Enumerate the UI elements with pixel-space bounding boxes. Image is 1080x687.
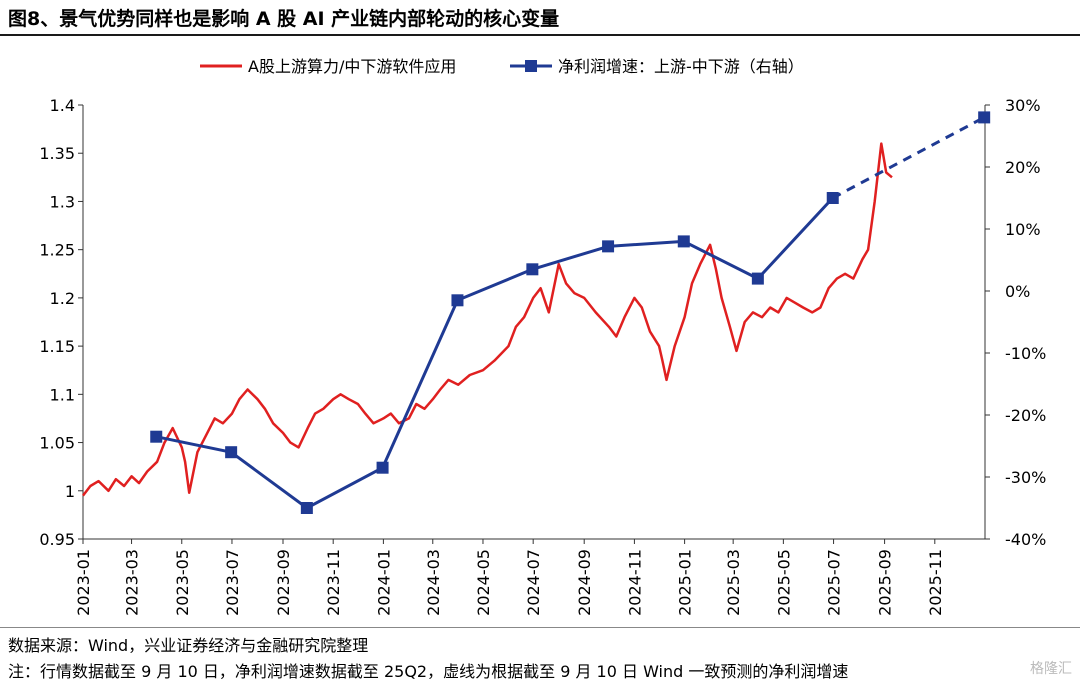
left-tick-label: 1.3 (50, 192, 75, 211)
chart: 0.95 1 1.05 1.1 1.15 1.2 1.25 1.3 1.35 1.4 -40% -30… (39, 57, 1046, 616)
x-tick-label: 2023-09 (274, 549, 293, 616)
right-tick-label: 10% (1005, 220, 1041, 239)
series-marker-blue (451, 294, 464, 307)
series-marker-blue (376, 461, 389, 474)
x-tick-label: 2023-11 (324, 549, 343, 616)
right-tick-label: 20% (1005, 158, 1041, 177)
series-marker-blue (225, 446, 238, 459)
x-tick-label: 2024-03 (424, 549, 443, 616)
series-marker-blue (150, 430, 163, 443)
series-marker-blue (826, 192, 839, 204)
x-tick-label: 2023-01 (74, 549, 93, 616)
left-tick-label: 0.95 (39, 530, 75, 549)
legend-marker-blue (525, 60, 537, 72)
series-marker-blue (751, 272, 764, 285)
left-tick-label: 1.25 (39, 241, 75, 260)
x-tick-label: 2025-09 (876, 549, 895, 616)
series-marker-blue (602, 240, 615, 253)
x-tick-label: 2025-01 (676, 549, 695, 616)
right-tick-label: -30% (1005, 468, 1046, 487)
left-tick-label: 1.15 (39, 337, 75, 356)
series-marker-blue (526, 263, 539, 276)
series-marker-blue-forecast (978, 111, 991, 124)
left-tick-label: 1.05 (39, 434, 75, 453)
x-tick-label: 2025-03 (724, 549, 743, 616)
x-tick-label: 2025-11 (926, 549, 945, 616)
series-marker-blue (677, 235, 690, 248)
title-divider (0, 34, 1080, 36)
right-tick-label: -10% (1005, 344, 1046, 363)
right-tick-label: -20% (1005, 406, 1046, 425)
footer-divider (0, 627, 1080, 628)
x-tick-label: 2025-05 (774, 549, 793, 616)
x-tick-label: 2024-05 (474, 549, 493, 616)
x-tick-label: 2025-07 (825, 549, 844, 616)
left-tick-label: 1 (65, 482, 75, 501)
x-tick-label: 2023-03 (123, 549, 142, 616)
series-line-red (82, 142, 893, 497)
left-tick-label: 1.1 (50, 385, 75, 404)
x-tick-label: 2024-01 (374, 549, 393, 616)
left-tick-label: 1.35 (39, 144, 75, 163)
x-tick-label: 2024-07 (524, 549, 543, 616)
x-tick-label: 2023-07 (223, 549, 242, 616)
legend-label-red: A股上游算力/中下游软件应用 (248, 57, 456, 76)
right-tick-label: -40% (1005, 530, 1046, 549)
right-tick-label: 0% (1005, 282, 1030, 301)
series-line-blue (155, 196, 834, 510)
left-tick-label: 1.2 (50, 289, 75, 308)
left-tick-label: 1.4 (50, 96, 75, 115)
watermark: 格隆汇 (1030, 661, 1072, 677)
legend-label-blue: 净利润增速：上游-中下游（右轴） (558, 57, 804, 76)
series-line-blue-forecast (831, 116, 985, 200)
right-tick-label: 30% (1005, 96, 1041, 115)
series-marker-blue (300, 502, 313, 514)
source-note: 数据来源：Wind，兴业证券经济与金融研究院整理 (8, 636, 369, 655)
footnote: 注：行情数据截至 9 月 10 日，净利润增速数据截至 25Q2，虚线为根据截至… (8, 662, 849, 681)
x-tick-label: 2024-11 (625, 549, 644, 616)
x-tick-label: 2024-09 (575, 549, 594, 616)
x-tick-label: 2023-05 (173, 549, 192, 616)
chart-title: 图8、景气优势同样也是影响 A 股 AI 产业链内部轮动的核心变量 (8, 8, 560, 30)
